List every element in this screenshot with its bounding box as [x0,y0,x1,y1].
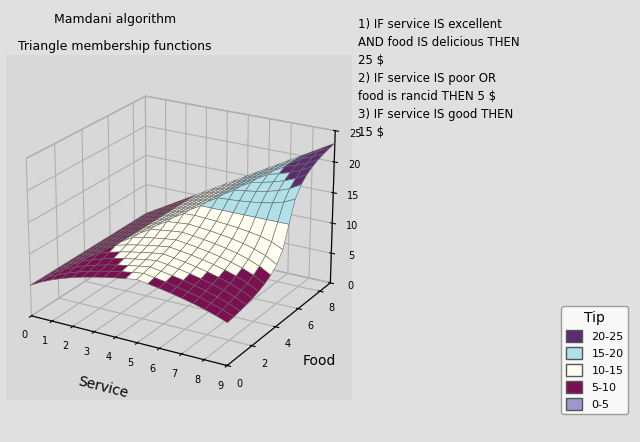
Text: Triangle membership functions: Triangle membership functions [19,40,212,53]
Legend: 20-25, 15-20, 10-15, 5-10, 0-5: 20-25, 15-20, 10-15, 5-10, 0-5 [561,306,628,414]
Text: Mamdani algorithm: Mamdani algorithm [54,13,176,26]
Y-axis label: Food: Food [303,354,336,368]
X-axis label: Service: Service [77,374,130,400]
Text: 1) IF service IS excellent
AND food IS delicious THEN
25 $
2) IF service IS poor: 1) IF service IS excellent AND food IS d… [358,18,520,139]
